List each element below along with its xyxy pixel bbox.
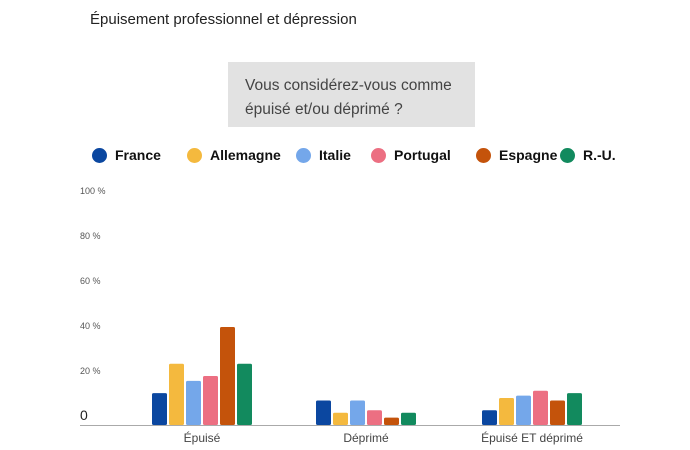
bar <box>499 398 514 425</box>
legend-swatch <box>92 147 107 163</box>
legend-label: France <box>115 147 161 163</box>
legend-item: Italie <box>296 147 351 163</box>
question-box: Vous considérez-vous comme épuisé et/ou … <box>228 62 475 127</box>
legend-swatch <box>371 147 386 163</box>
legend-swatch <box>296 147 311 163</box>
legend-swatch <box>560 147 575 163</box>
bar <box>316 400 331 425</box>
legend-swatch <box>476 147 491 163</box>
question-line-2: épuisé et/ou déprimé ? <box>245 101 403 118</box>
bar <box>220 327 235 425</box>
question-line-1: Vous considérez-vous comme <box>245 77 452 94</box>
legend-swatch <box>187 147 202 163</box>
legend-item: Portugal <box>371 147 451 163</box>
y-tick-label: 60 % <box>80 276 101 286</box>
bar <box>367 410 382 425</box>
legend-label: Allemagne <box>210 147 281 163</box>
legend-label: R.-U. <box>583 147 616 163</box>
y-tick-label: 40 % <box>80 321 101 331</box>
bar <box>237 363 252 425</box>
page-title: Épuisement professionnel et dépression <box>90 11 357 28</box>
legend: France Allemagne Italie Portugal Espagne R.-U… <box>0 147 690 169</box>
legend-item: Espagne <box>476 147 557 163</box>
legend-label: Italie <box>319 147 351 163</box>
legend-item: France <box>92 147 161 163</box>
bar <box>567 393 582 425</box>
bar <box>169 363 184 425</box>
y-tick-label: 80 % <box>80 231 101 241</box>
bar <box>333 412 348 425</box>
x-category-label: Épuisé ET déprimé <box>481 430 583 445</box>
bar <box>384 417 399 425</box>
legend-label: Portugal <box>394 147 451 163</box>
legend-label: Espagne <box>499 147 558 163</box>
y-tick-label: 0 <box>80 407 88 423</box>
bar <box>401 412 416 425</box>
legend-item: R.-U. <box>560 147 616 163</box>
bar <box>482 410 497 425</box>
y-tick-label: 20 % <box>80 366 101 376</box>
bar <box>350 400 365 425</box>
bar <box>203 376 218 425</box>
bar <box>533 390 548 425</box>
bar <box>550 400 565 425</box>
bar <box>152 393 167 425</box>
bar <box>516 395 531 425</box>
legend-item: Allemagne <box>187 147 281 163</box>
x-category-label: Déprimé <box>343 431 389 445</box>
x-category-label: Épuisé <box>184 430 221 445</box>
bar <box>186 380 201 425</box>
y-tick-label: 100 % <box>80 186 106 196</box>
